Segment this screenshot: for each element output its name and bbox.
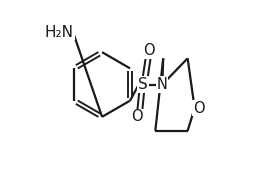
Text: S: S [138, 77, 148, 92]
Text: O: O [131, 109, 143, 124]
Text: N: N [157, 77, 168, 92]
Text: H₂N: H₂N [45, 25, 74, 40]
Text: O: O [143, 43, 155, 58]
Text: O: O [193, 100, 204, 116]
